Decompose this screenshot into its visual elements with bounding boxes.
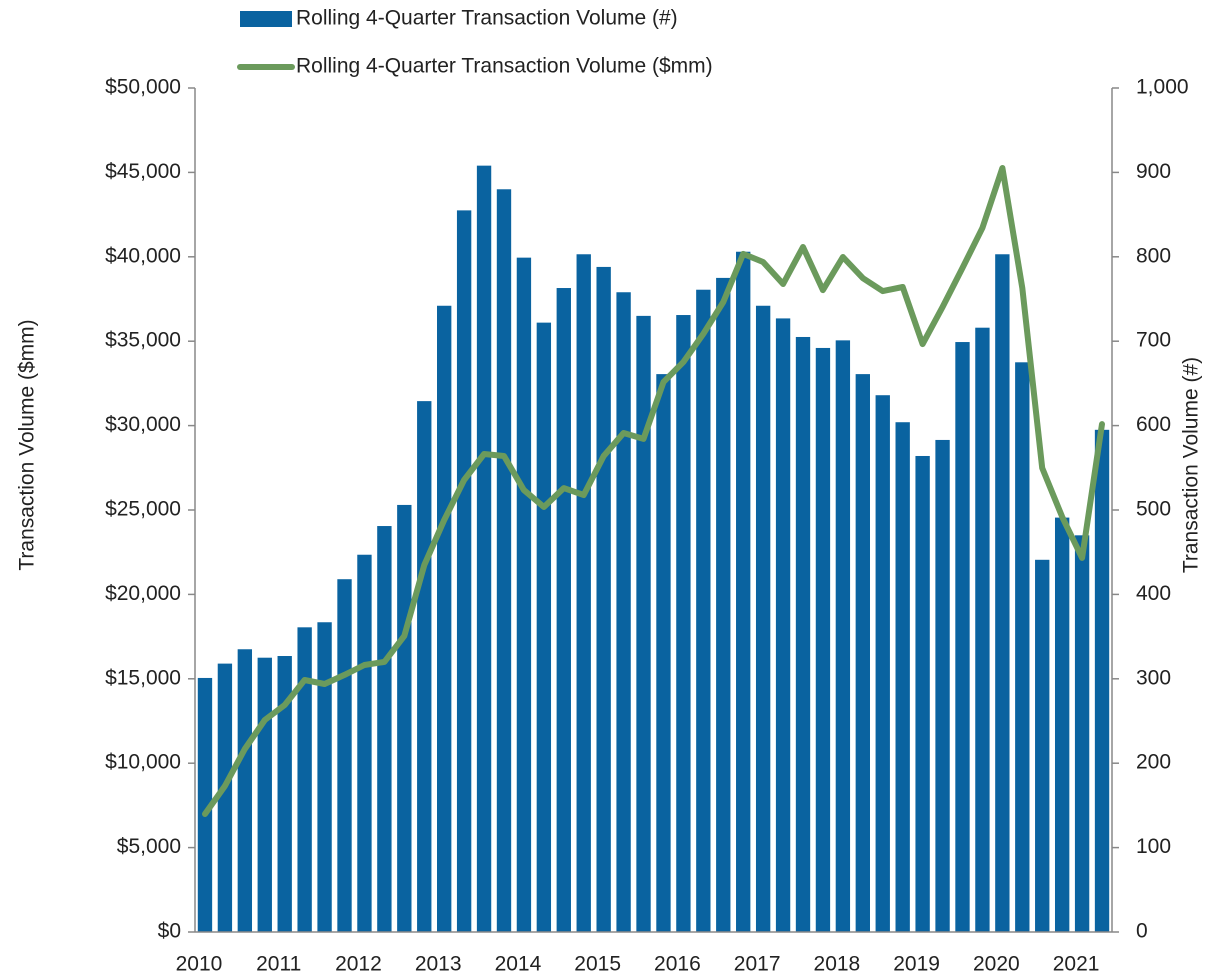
- bar: [357, 554, 372, 932]
- y-tick-label: $15,000: [105, 666, 181, 689]
- bar: [417, 401, 432, 932]
- bar: [377, 526, 392, 932]
- y-tick-label: $35,000: [105, 329, 181, 352]
- y2-tick-label: 700: [1136, 329, 1171, 352]
- y-tick-label: $10,000: [105, 751, 181, 774]
- y-tick-label: $20,000: [105, 582, 181, 605]
- y-tick-label: $5,000: [117, 835, 181, 858]
- y-tick-label: $40,000: [105, 244, 181, 267]
- x-tick-label: 2019: [893, 953, 940, 975]
- x-tick-label: 2018: [814, 953, 861, 975]
- bar: [237, 649, 253, 932]
- bar: [516, 257, 532, 932]
- y-tick-label: $30,000: [105, 413, 181, 436]
- bar: [795, 336, 811, 933]
- bar: [955, 342, 970, 932]
- x-tick-label: 2010: [176, 953, 223, 975]
- bar: [437, 305, 452, 932]
- bar: [696, 289, 711, 932]
- bar: [596, 266, 611, 933]
- bar: [1074, 535, 1090, 932]
- y-tick-label: $50,000: [105, 76, 181, 99]
- y2-tick-label: 1,000: [1136, 76, 1189, 99]
- bar: [716, 277, 731, 932]
- x-tick-label: 2014: [495, 953, 542, 975]
- bar: [217, 663, 233, 932]
- bar: [815, 347, 831, 932]
- bar: [755, 305, 771, 932]
- x-tick-label: 2016: [654, 953, 701, 975]
- y2-tick-label: 0: [1136, 920, 1148, 943]
- bar: [736, 251, 751, 933]
- bar: [656, 374, 671, 933]
- bar: [556, 288, 571, 932]
- bar: [337, 579, 352, 932]
- bar: [855, 374, 870, 933]
- y-tick-label: $45,000: [105, 160, 181, 183]
- bar: [676, 315, 691, 932]
- bar: [397, 504, 412, 932]
- line: [202, 165, 1105, 817]
- y-tick-label: $0: [158, 920, 181, 943]
- bar: [835, 340, 851, 933]
- y2-tick-label: 600: [1136, 413, 1171, 436]
- bar: [197, 677, 213, 932]
- x-tick-label: 2020: [973, 953, 1020, 975]
- bar: [496, 189, 512, 932]
- legend-swatch: [240, 11, 292, 27]
- bar: [456, 210, 472, 932]
- y2-tick-label: 500: [1136, 498, 1171, 521]
- bar: [1054, 517, 1070, 932]
- bar: [476, 165, 492, 932]
- y2-tick-label: 900: [1136, 160, 1171, 183]
- bar: [895, 422, 910, 932]
- bar: [995, 254, 1010, 932]
- x-tick-label: 2011: [256, 953, 301, 975]
- bar: [576, 254, 591, 932]
- bar: [775, 318, 791, 932]
- bar: [1015, 362, 1030, 932]
- y2-tick-label: 200: [1136, 751, 1171, 774]
- bar: [277, 656, 292, 932]
- bar: [935, 439, 950, 932]
- y2-tick-label: 300: [1136, 666, 1171, 689]
- y2-tick-label: 800: [1136, 244, 1171, 267]
- x-tick-label: 2017: [734, 953, 781, 975]
- bar: [636, 315, 651, 932]
- bar: [616, 292, 631, 932]
- y-axis-title: Transaction Volume ($mm): [16, 319, 39, 570]
- bar: [915, 455, 930, 932]
- y2-axis-title: Transaction Volume (#): [1180, 357, 1203, 573]
- bar: [975, 327, 990, 932]
- y2-tick-label: 100: [1136, 835, 1171, 858]
- bar: [257, 657, 272, 932]
- y2-tick-label: 400: [1136, 582, 1171, 605]
- x-tick-label: 2021: [1053, 953, 1100, 975]
- legend-label: Rolling 4-Quarter Transaction Volume ($m…: [296, 55, 713, 78]
- bar: [1035, 559, 1050, 932]
- y-tick-label: $25,000: [105, 498, 181, 521]
- bar: [1094, 429, 1110, 932]
- bar: [297, 627, 312, 932]
- x-tick-label: 2015: [574, 953, 621, 975]
- bar: [875, 395, 890, 932]
- bar: [536, 322, 552, 933]
- x-tick-label: 2012: [335, 953, 382, 975]
- legend-label: Rolling 4-Quarter Transaction Volume (#): [296, 7, 678, 30]
- bar: [317, 622, 332, 932]
- x-tick-label: 2013: [415, 953, 462, 975]
